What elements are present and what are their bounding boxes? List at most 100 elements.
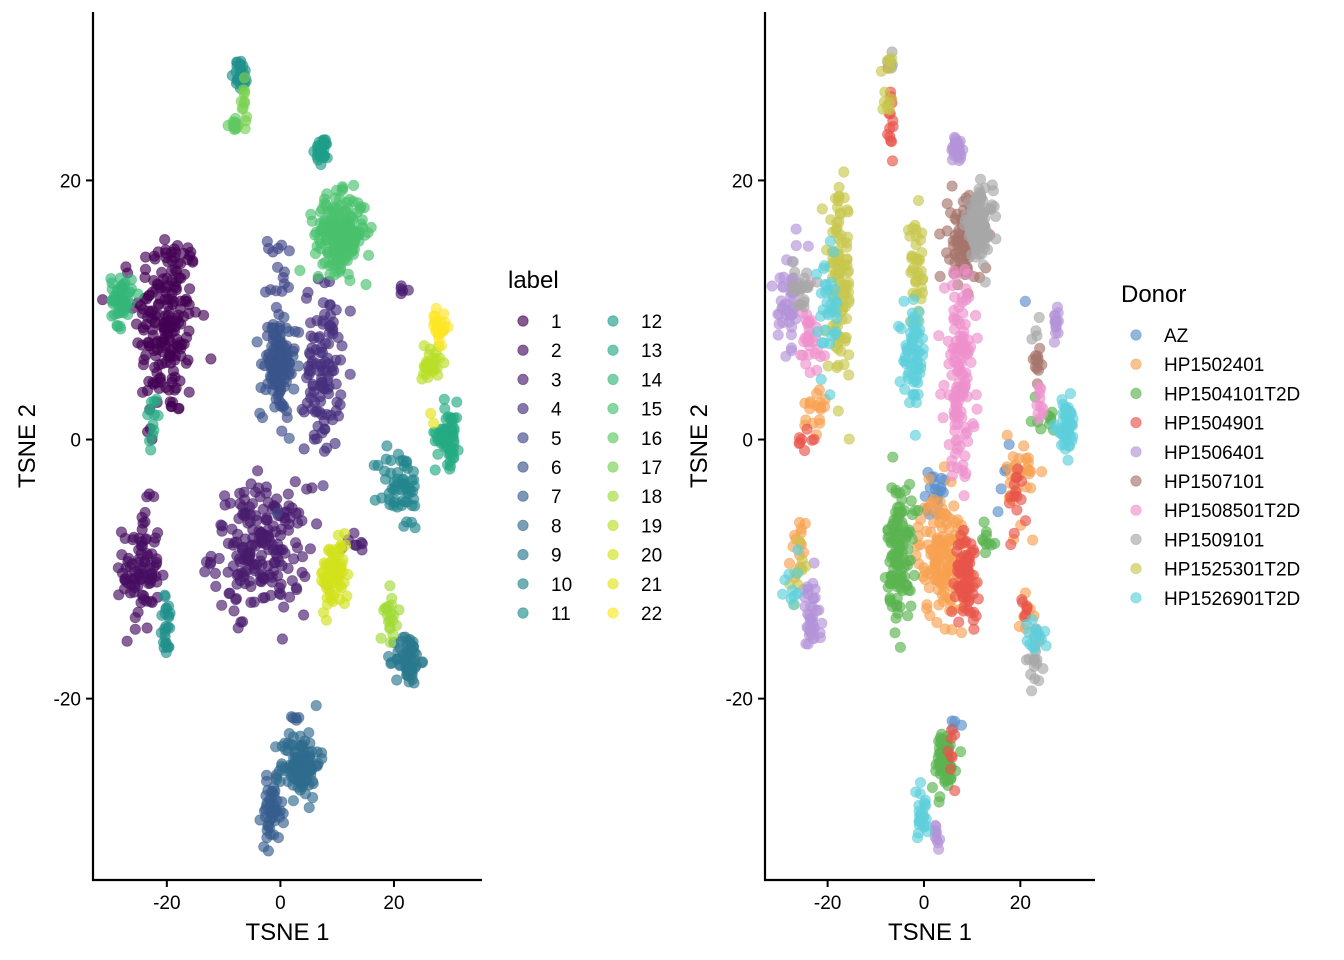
- legend-key: [517, 548, 529, 561]
- data-point: [934, 228, 946, 240]
- data-point: [921, 599, 933, 611]
- data-point: [971, 403, 983, 415]
- data-point: [352, 197, 364, 209]
- data-point: [275, 239, 288, 251]
- data-point: [405, 516, 418, 528]
- data-point: [953, 616, 965, 628]
- legend-label: HP1506401: [1164, 443, 1264, 464]
- data-point: [142, 409, 154, 421]
- series-14: [105, 272, 144, 335]
- data-point: [914, 776, 927, 789]
- data-point: [310, 518, 323, 530]
- data-point: [971, 332, 983, 344]
- data-point: [931, 616, 943, 629]
- data-point: [1003, 438, 1015, 450]
- data-point: [312, 270, 324, 283]
- data-point: [960, 283, 972, 295]
- data-point: [905, 600, 917, 612]
- y-tick-label: 0: [70, 431, 81, 452]
- series-8: [270, 699, 328, 814]
- data-point: [806, 617, 819, 630]
- data-point: [427, 417, 440, 429]
- data-point: [883, 531, 896, 543]
- data-point: [289, 325, 301, 337]
- data-point: [240, 111, 253, 123]
- data-point: [336, 181, 349, 193]
- data-point: [944, 763, 957, 775]
- legend-label: 2: [551, 341, 562, 362]
- data-point: [282, 362, 294, 374]
- data-point: [301, 764, 313, 777]
- data-point: [907, 293, 920, 305]
- legend-key: [517, 402, 529, 415]
- data-point: [183, 325, 195, 337]
- data-point: [907, 331, 919, 343]
- data-point: [160, 247, 172, 259]
- data-point: [923, 473, 935, 485]
- data-point: [949, 785, 961, 797]
- y-tick-label: 0: [742, 431, 753, 452]
- legend-label: HP1525301T2D: [1164, 560, 1300, 581]
- data-point: [173, 402, 185, 414]
- data-point: [308, 396, 321, 408]
- data-point: [444, 463, 456, 475]
- data-point: [952, 559, 964, 572]
- data-point: [348, 527, 360, 539]
- data-point: [391, 674, 403, 686]
- data-point: [338, 527, 351, 540]
- data-point: [336, 566, 349, 578]
- data-point: [974, 186, 986, 198]
- data-point: [369, 494, 381, 506]
- data-point: [159, 589, 171, 601]
- data-point: [242, 517, 254, 529]
- data-point: [252, 465, 264, 477]
- data-point: [831, 216, 843, 229]
- data-point: [164, 350, 176, 362]
- data-point: [306, 791, 319, 804]
- data-point: [407, 641, 420, 653]
- data-point: [801, 267, 813, 279]
- data-point: [1026, 333, 1038, 345]
- data-point: [97, 294, 109, 306]
- data-point: [970, 610, 982, 622]
- data-point: [153, 359, 165, 371]
- data-point: [946, 605, 958, 618]
- data-point: [783, 557, 796, 570]
- points-layer: [97, 55, 464, 857]
- data-point: [285, 711, 298, 723]
- data-point: [448, 452, 460, 464]
- data-point: [119, 573, 131, 585]
- data-point: [239, 533, 251, 545]
- legend-label: 20: [641, 546, 662, 567]
- legend-key: [517, 373, 529, 385]
- legend-label: 3: [551, 370, 562, 391]
- data-point: [149, 532, 162, 544]
- data-point: [230, 593, 242, 606]
- data-point: [948, 291, 961, 303]
- data-point: [804, 366, 816, 379]
- legend-label: 21: [641, 575, 662, 596]
- data-point: [147, 429, 159, 441]
- data-point: [1037, 662, 1049, 675]
- data-point: [259, 286, 272, 298]
- data-point: [887, 451, 899, 463]
- data-point: [894, 376, 906, 388]
- data-point: [270, 774, 283, 786]
- data-point: [788, 284, 800, 296]
- legend-key: [607, 461, 619, 473]
- data-point: [904, 343, 917, 355]
- data-point: [1001, 429, 1013, 441]
- data-point: [362, 249, 375, 261]
- data-point: [910, 275, 922, 287]
- legend-key: [607, 344, 619, 356]
- data-point: [277, 271, 289, 284]
- data-point: [328, 544, 340, 556]
- legend-key: [607, 402, 619, 415]
- data-point: [311, 314, 323, 327]
- legend-label: 9: [551, 546, 562, 567]
- data-point: [255, 534, 267, 546]
- data-point: [1029, 633, 1041, 645]
- data-point: [159, 339, 172, 351]
- data-point: [330, 304, 342, 316]
- data-point: [317, 258, 329, 270]
